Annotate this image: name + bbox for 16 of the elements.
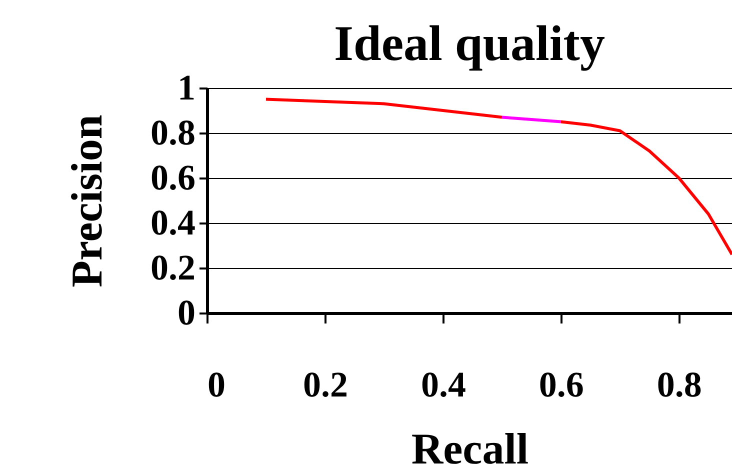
- y-tick-label: 1: [178, 68, 196, 108]
- x-tick-label: 0.6: [538, 364, 584, 404]
- y-tick-label: 0.2: [150, 248, 196, 288]
- y-tick-label: 0.4: [150, 202, 196, 242]
- line-series: [559, 120, 732, 256]
- line-series: [264, 98, 504, 119]
- y-axis-title: Precision: [62, 114, 112, 288]
- chart-title: Ideal quality: [334, 15, 605, 71]
- x-tick-label: 0.8: [656, 364, 702, 404]
- y-tick-label: 0: [178, 292, 196, 332]
- y-tick-label: 0.8: [150, 112, 196, 152]
- y-tick-label: 0.6: [150, 158, 196, 198]
- x-axis-title: Recall: [411, 424, 529, 474]
- x-tick-label: 0: [208, 364, 226, 404]
- x-tick-label: 0.2: [302, 364, 348, 404]
- x-tick-label: 0.4: [420, 364, 466, 404]
